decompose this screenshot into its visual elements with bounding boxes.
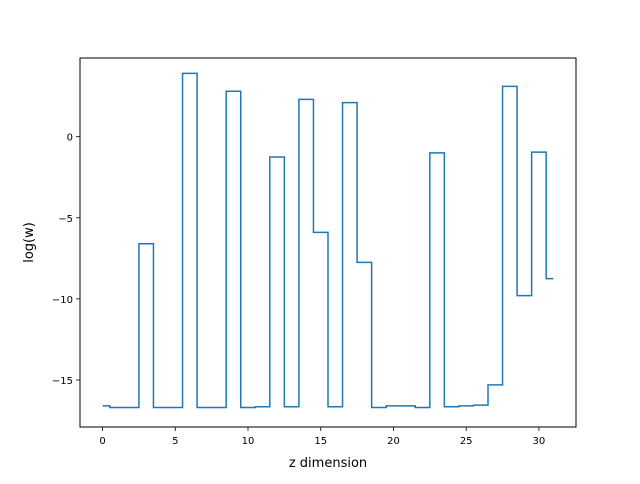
x-tick-label: 0 xyxy=(99,436,105,447)
x-tick-label: 10 xyxy=(242,436,255,447)
y-tick-label: 0 xyxy=(67,133,73,144)
x-tick-label: 30 xyxy=(533,436,546,447)
y-tick-label: −15 xyxy=(52,376,73,387)
y-tick-label: −10 xyxy=(52,295,73,306)
y-axis-label: log(w) xyxy=(22,222,37,263)
plot-frame xyxy=(79,57,577,428)
x-axis: 0 5 10 15 20 25 30 xyxy=(99,427,545,447)
series-line xyxy=(102,72,554,409)
series-layer xyxy=(102,72,554,409)
x-tick-label: 5 xyxy=(172,436,178,447)
y-tick-label: −5 xyxy=(58,214,73,225)
x-tick-label: 20 xyxy=(387,436,400,447)
y-axis: −15 −10 −5 0 xyxy=(52,133,80,387)
x-tick-label: 25 xyxy=(460,436,473,447)
x-axis-label: z dimension xyxy=(289,456,367,471)
x-tick-label: 15 xyxy=(314,436,327,447)
